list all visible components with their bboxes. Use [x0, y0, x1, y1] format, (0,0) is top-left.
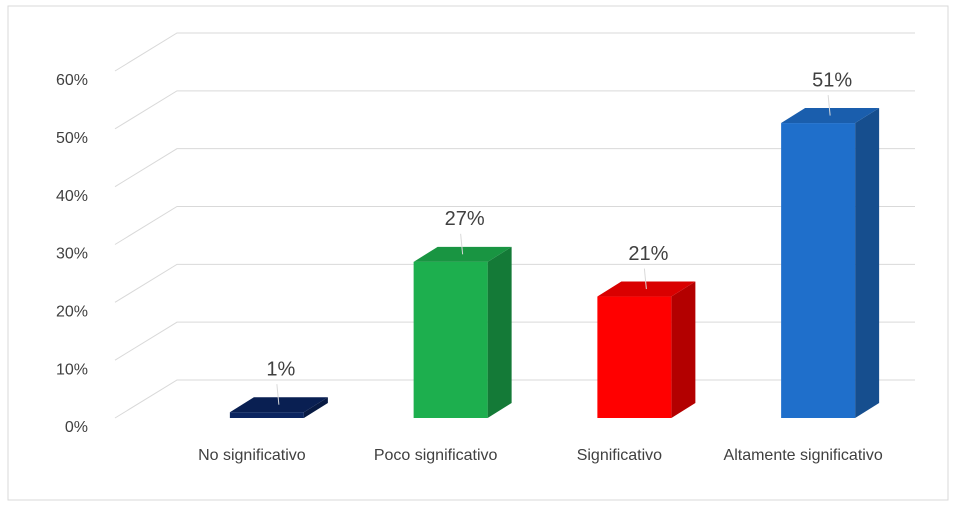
y-tick-label: 0% — [65, 419, 88, 436]
y-tick-label: 40% — [56, 188, 88, 205]
bar — [229, 412, 304, 418]
bar-side — [487, 246, 512, 418]
value-label: 21% — [628, 243, 668, 265]
grid-line — [114, 206, 915, 245]
bar-side — [303, 397, 328, 418]
x-tick-label: No significativo — [198, 447, 306, 464]
bar-side — [855, 108, 880, 419]
y-tick-label: 50% — [56, 130, 88, 147]
value-label: 51% — [812, 69, 852, 91]
leader-line — [276, 384, 280, 405]
y-tick-label: 10% — [56, 361, 88, 378]
value-label: 1% — [266, 358, 295, 380]
x-tick-label: Significativo — [576, 447, 663, 464]
x-tick-label: Altamente significativo — [723, 447, 883, 464]
y-tick-label: 30% — [56, 246, 88, 263]
grid-line — [114, 148, 915, 188]
leader-line — [643, 268, 647, 290]
leader-line — [827, 95, 831, 116]
grid-line — [114, 263, 915, 303]
y-tick-label: 20% — [56, 304, 88, 321]
bar — [781, 123, 856, 419]
leader-line — [460, 233, 464, 255]
chart-frame — [7, 5, 949, 501]
bar-side — [671, 281, 696, 418]
x-tick-label: Poco significativo — [373, 447, 498, 464]
grid-line — [114, 90, 915, 130]
bar — [597, 296, 672, 418]
grid-line — [114, 32, 915, 72]
value-label: 27% — [445, 208, 485, 230]
y-tick-label: 60% — [56, 72, 88, 89]
bar — [413, 261, 488, 418]
